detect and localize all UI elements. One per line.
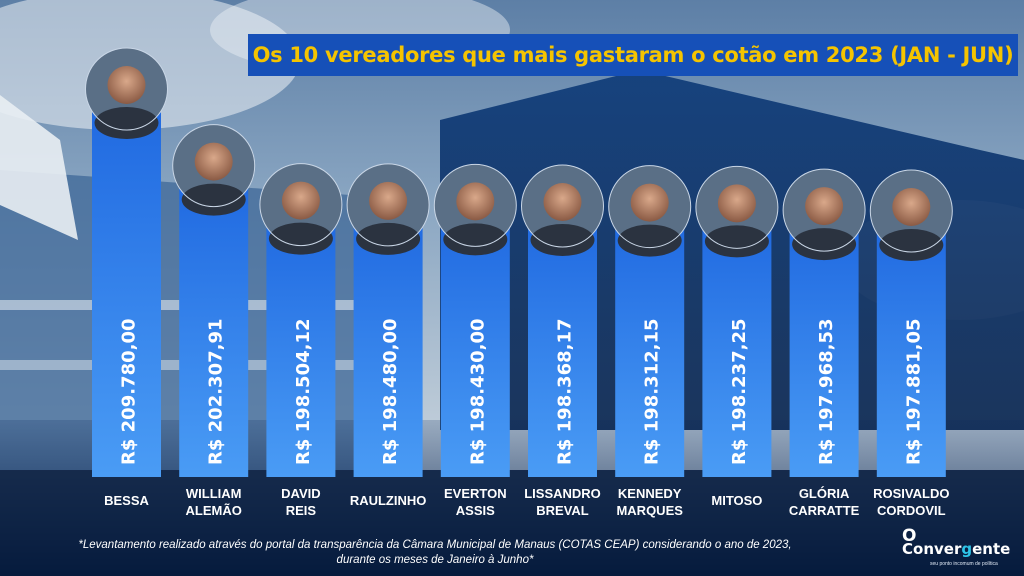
value-label-5: R$ 198.368,17	[555, 318, 576, 465]
footnote-line-2: durante os meses de Janeiro à Junho*	[336, 554, 534, 566]
brand-tagline: seu ponto incomum de política	[930, 561, 998, 567]
portrait-3	[346, 163, 430, 255]
category-label-4-1: ASSIS	[456, 503, 495, 518]
value-label-2: R$ 198.504,12	[293, 318, 314, 465]
value-label-7: R$ 198.237,25	[729, 318, 750, 465]
brand-name: Convergente	[902, 540, 1010, 558]
category-label-1-1: ALEMÃO	[186, 503, 242, 518]
bar-2	[266, 212, 336, 477]
category-label-6-0: KENNEDY	[618, 486, 682, 501]
value-label-9: R$ 197.881,05	[903, 318, 924, 465]
portrait-4	[433, 163, 517, 256]
portrait-8	[782, 168, 866, 261]
category-label-7-0: MITOSO	[711, 493, 762, 508]
portrait-1	[172, 124, 256, 216]
category-label-9-0: ROSIVALDO	[873, 486, 949, 501]
value-label-6: R$ 198.312,15	[642, 318, 663, 465]
category-label-0-0: BESSA	[104, 493, 149, 508]
value-label-3: R$ 198.480,00	[380, 318, 401, 465]
category-label-5-0: LISSANDRO	[524, 486, 601, 501]
portrait-7	[695, 165, 779, 258]
value-label-8: R$ 197.968,53	[816, 318, 837, 465]
portrait-2	[259, 163, 343, 255]
bar-6	[615, 214, 685, 477]
category-label-5-1: BREVAL	[536, 503, 589, 518]
bar-9	[876, 219, 946, 477]
bar-3	[353, 212, 423, 478]
brand-name-post: ente	[972, 540, 1011, 558]
category-label-3-0: RAULZINHO	[350, 493, 427, 508]
footnote-line-1: *Levantamento realizado através do porta…	[78, 539, 792, 551]
value-label-0: R$ 209.780,00	[119, 318, 140, 465]
bar-1	[179, 173, 249, 477]
portrait-0	[85, 47, 168, 139]
chart-title: Os 10 vereadores que mais gastaram o cot…	[252, 43, 1014, 67]
bar-5	[528, 214, 597, 477]
brand-o: O	[902, 526, 917, 546]
portrait-6	[608, 165, 692, 257]
brand-name-pre: Conver	[902, 540, 962, 558]
category-label-4-0: EVERTON	[444, 486, 507, 501]
category-label-9-1: CORDOVIL	[877, 503, 946, 518]
title-banner: Os 10 vereadores que mais gastaram o cot…	[248, 34, 1018, 76]
bar-8	[789, 218, 859, 477]
value-label-1: R$ 202.307,91	[206, 318, 227, 465]
category-label-1-0: WILLIAM	[186, 486, 242, 501]
bar-0	[92, 97, 161, 477]
category-label-2-0: DAVID	[281, 486, 320, 501]
category-label-8-0: GLÓRIA	[799, 486, 850, 501]
category-label-6-1: MARQUES	[616, 503, 683, 518]
value-label-4: R$ 198.430,00	[467, 318, 488, 465]
bar-4	[440, 213, 510, 477]
brand-logo: O Convergente seu ponto incomum de polít…	[902, 526, 1012, 571]
bar-7	[702, 215, 772, 477]
footnote: *Levantamento realizado através do porta…	[0, 538, 870, 568]
category-label-8-1: CARRATTE	[789, 503, 860, 518]
portrait-9	[869, 169, 953, 261]
category-label-2-1: REIS	[286, 503, 317, 518]
portrait-5	[521, 164, 604, 257]
brand-name-highlight: g	[961, 540, 973, 558]
